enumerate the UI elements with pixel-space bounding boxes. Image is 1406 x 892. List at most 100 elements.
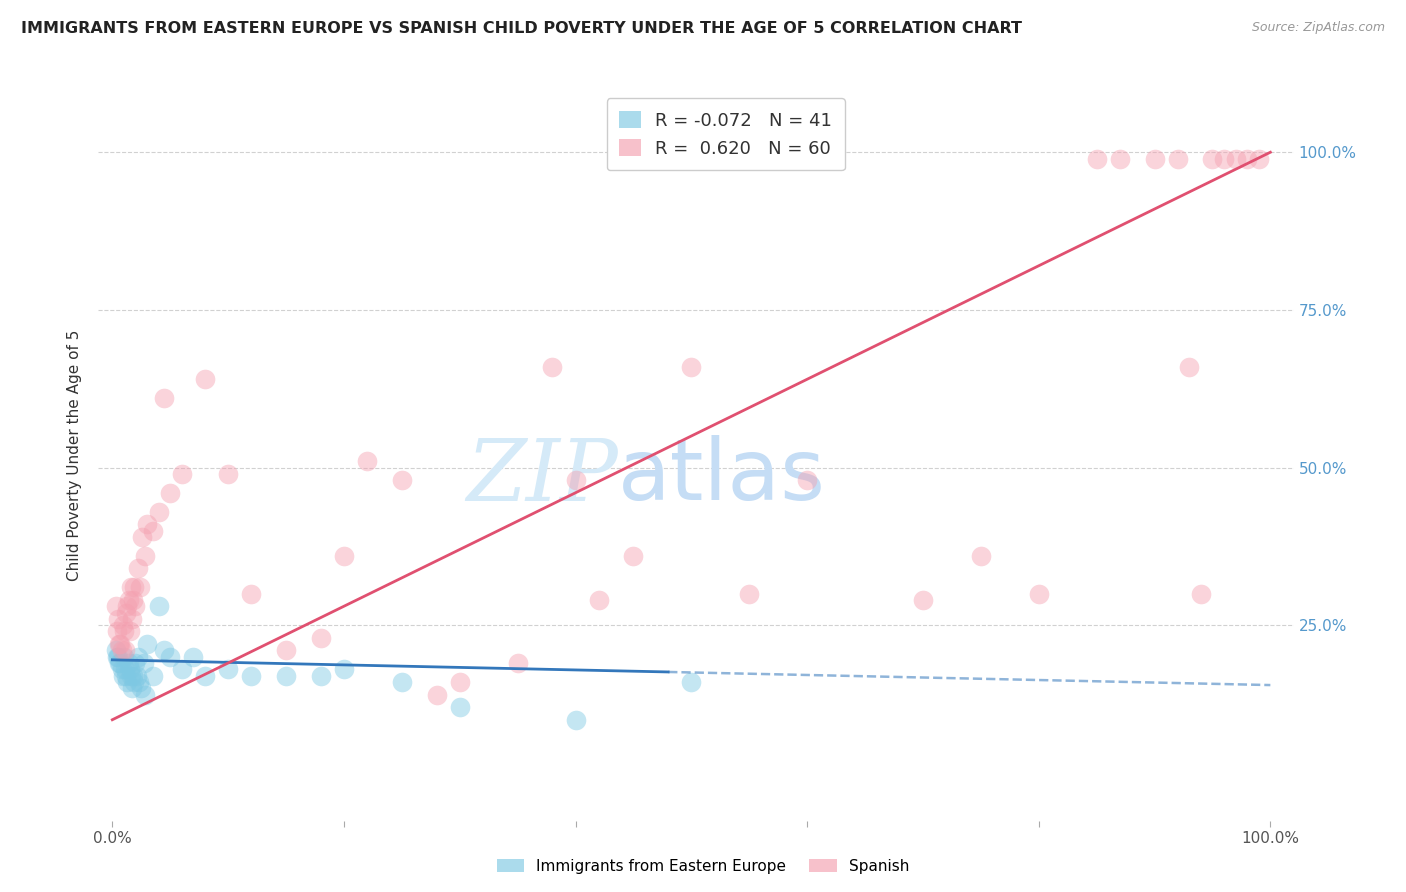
Point	[506, 656, 529, 670]
Point	[426, 688, 449, 702]
Point	[142, 668, 165, 682]
Legend: R = -0.072   N = 41, R =  0.620   N = 60: R = -0.072 N = 41, R = 0.620 N = 60	[607, 98, 845, 170]
Text: IMMIGRANTS FROM EASTERN EUROPE VS SPANISH CHILD POVERTY UNDER THE AGE OF 5 CORRE: IMMIGRANTS FROM EASTERN EUROPE VS SPANIS…	[21, 21, 1022, 36]
Point	[142, 524, 165, 538]
Point	[194, 668, 217, 682]
Point	[1189, 587, 1212, 601]
Point	[1178, 359, 1201, 374]
Point	[120, 668, 142, 682]
Point	[148, 505, 170, 519]
Point	[129, 681, 152, 696]
Point	[122, 668, 145, 682]
Point	[153, 643, 176, 657]
Point	[136, 517, 159, 532]
Point	[738, 587, 761, 601]
Point	[108, 637, 131, 651]
Point	[623, 549, 645, 563]
Point	[1085, 152, 1108, 166]
Point	[911, 593, 934, 607]
Point	[118, 662, 141, 676]
Point	[117, 593, 139, 607]
Point	[105, 624, 128, 639]
Point	[110, 643, 132, 657]
Point	[125, 668, 148, 682]
Point	[104, 599, 127, 614]
Point	[333, 549, 356, 563]
Point	[107, 612, 129, 626]
Point	[136, 637, 159, 651]
Point	[449, 700, 471, 714]
Point	[114, 643, 136, 657]
Point	[107, 649, 129, 664]
Point	[110, 656, 132, 670]
Text: atlas: atlas	[619, 435, 827, 518]
Point	[115, 606, 138, 620]
Point	[134, 688, 156, 702]
Point	[111, 618, 134, 632]
Point	[309, 668, 332, 682]
Point	[356, 454, 378, 468]
Point	[1225, 152, 1247, 166]
Point	[274, 668, 297, 682]
Point	[217, 662, 239, 676]
Point	[1213, 152, 1236, 166]
Point	[564, 713, 586, 727]
Point	[159, 649, 181, 664]
Point	[588, 593, 610, 607]
Text: Source: ZipAtlas.com: Source: ZipAtlas.com	[1251, 21, 1385, 34]
Point	[132, 656, 155, 670]
Point	[391, 674, 413, 689]
Point	[309, 631, 332, 645]
Legend: Immigrants from Eastern Europe, Spanish: Immigrants from Eastern Europe, Spanish	[491, 853, 915, 880]
Point	[124, 674, 146, 689]
Point	[114, 662, 136, 676]
Point	[117, 599, 139, 614]
Point	[217, 467, 239, 481]
Point	[681, 674, 703, 689]
Point	[121, 681, 143, 696]
Point	[183, 649, 205, 664]
Point	[110, 637, 132, 651]
Point	[1143, 152, 1166, 166]
Point	[159, 485, 181, 500]
Point	[970, 549, 993, 563]
Point	[333, 662, 356, 676]
Point	[129, 580, 152, 594]
Point	[1167, 152, 1189, 166]
Point	[118, 624, 141, 639]
Point	[194, 372, 217, 386]
Point	[124, 656, 146, 670]
Point	[240, 587, 263, 601]
Point	[1236, 152, 1258, 166]
Point	[128, 674, 150, 689]
Point	[134, 549, 156, 563]
Point	[120, 580, 142, 594]
Point	[541, 359, 564, 374]
Point	[104, 643, 127, 657]
Point	[564, 473, 586, 487]
Point	[148, 599, 170, 614]
Point	[124, 599, 146, 614]
Point	[153, 391, 176, 405]
Point	[110, 662, 132, 676]
Y-axis label: Child Poverty Under the Age of 5: Child Poverty Under the Age of 5	[67, 329, 83, 581]
Point	[117, 656, 139, 670]
Point	[111, 668, 134, 682]
Point	[1028, 587, 1050, 601]
Point	[105, 649, 128, 664]
Text: ZIP: ZIP	[467, 435, 619, 518]
Point	[391, 473, 413, 487]
Point	[112, 624, 135, 639]
Point	[681, 359, 703, 374]
Point	[170, 467, 193, 481]
Point	[274, 643, 297, 657]
Point	[117, 674, 139, 689]
Point	[796, 473, 818, 487]
Point	[108, 656, 131, 670]
Point	[124, 580, 146, 594]
Point	[170, 662, 193, 676]
Point	[240, 668, 263, 682]
Point	[1247, 152, 1270, 166]
Point	[115, 668, 138, 682]
Point	[112, 649, 135, 664]
